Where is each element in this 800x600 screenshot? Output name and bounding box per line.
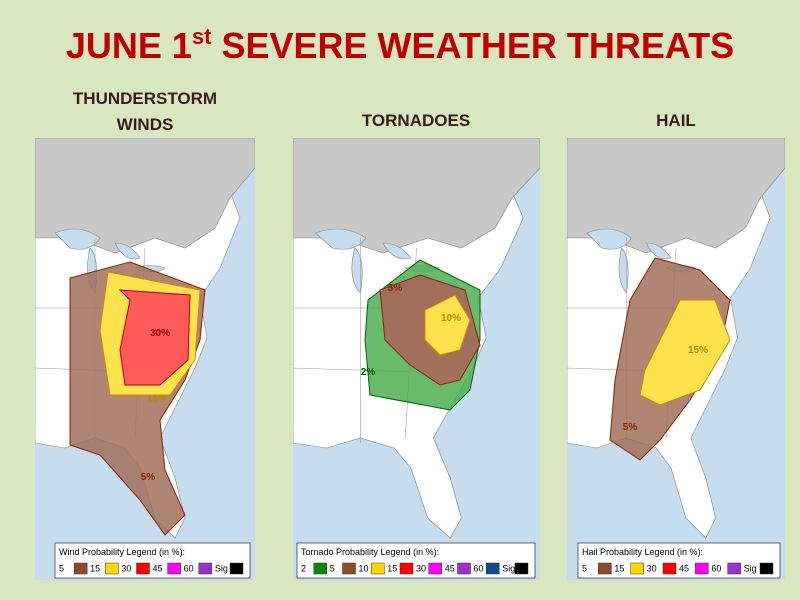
- title-rest: SEVERE WEATHER THREATS: [211, 25, 734, 66]
- map-label: 15%: [147, 394, 167, 405]
- legend-swatch: [136, 562, 150, 575]
- legend-label: Sig: [502, 563, 515, 573]
- legend-swatch: [695, 562, 709, 575]
- legend-swatch: [486, 562, 500, 575]
- legend-label: 30: [647, 563, 657, 573]
- legend-swatch: [662, 562, 677, 575]
- legend-label: 5: [582, 563, 587, 573]
- map-label: 15%: [688, 345, 708, 356]
- legend-swatch: [229, 562, 244, 575]
- legend-label: Sig: [215, 563, 228, 573]
- legend-swatch: [167, 562, 181, 575]
- legend-label: 45: [679, 563, 689, 573]
- legend-swatch: [428, 562, 442, 575]
- legend-label: 60: [711, 563, 721, 573]
- map-wind: [35, 138, 255, 580]
- legend-swatch: [313, 562, 327, 575]
- legend-swatch: [342, 562, 356, 575]
- title-main: JUNE 1: [66, 25, 192, 66]
- legend-swatch: [457, 562, 471, 575]
- legend-box: [577, 542, 781, 579]
- legend-label: 30: [121, 563, 131, 573]
- title-sup: st: [192, 24, 212, 49]
- legend-swatch: [371, 562, 385, 575]
- map-label: 5%: [623, 422, 638, 433]
- legend-label: 5: [59, 563, 64, 573]
- panel-heading: TORNADOES: [362, 111, 470, 130]
- legend-swatch: [727, 562, 741, 575]
- legend-title: Tornado Probability Legend (in %):: [301, 547, 439, 557]
- slide-title: JUNE 1st SEVERE WEATHER THREATS: [66, 24, 734, 66]
- map-hail: [567, 138, 785, 580]
- legend-swatch: [73, 562, 88, 575]
- map-label: 2%: [361, 367, 376, 378]
- map-tornado: [293, 138, 540, 580]
- panel-heading: THUNDERSTORM: [73, 89, 217, 108]
- panel-heading: WINDS: [117, 115, 174, 134]
- legend-label: 30: [416, 563, 426, 573]
- map-label: 5%: [141, 472, 156, 483]
- legend-label: 60: [474, 563, 484, 573]
- map-label: 10%: [441, 313, 461, 324]
- legend-swatch: [514, 562, 529, 575]
- map-label: 30%: [150, 328, 170, 339]
- legend-swatch: [598, 562, 612, 575]
- legend-title: Hail Probability Legend (in %):: [582, 547, 703, 557]
- legend-label: 15: [90, 563, 100, 573]
- legend-swatch: [630, 562, 644, 575]
- legend-label: Sig: [744, 563, 757, 573]
- legend-label: 2: [301, 563, 306, 573]
- legend-box: [54, 542, 251, 579]
- legend-swatch: [399, 562, 414, 575]
- legend-swatch: [105, 562, 119, 575]
- legend-label: 45: [153, 563, 163, 573]
- legend-title: Wind Probability Legend (in %):: [59, 547, 185, 557]
- legend-swatch: [198, 562, 213, 575]
- legend-label: 15: [387, 563, 397, 573]
- legend-swatch: [759, 562, 774, 575]
- panel-heading: HAIL: [656, 111, 696, 130]
- map-label: 5%: [388, 283, 403, 294]
- legend-label: 45: [445, 563, 455, 573]
- legend-label: 5: [330, 563, 335, 573]
- legend-label: 15: [614, 563, 624, 573]
- legend-label: 60: [184, 563, 194, 573]
- legend-label: 10: [359, 563, 369, 573]
